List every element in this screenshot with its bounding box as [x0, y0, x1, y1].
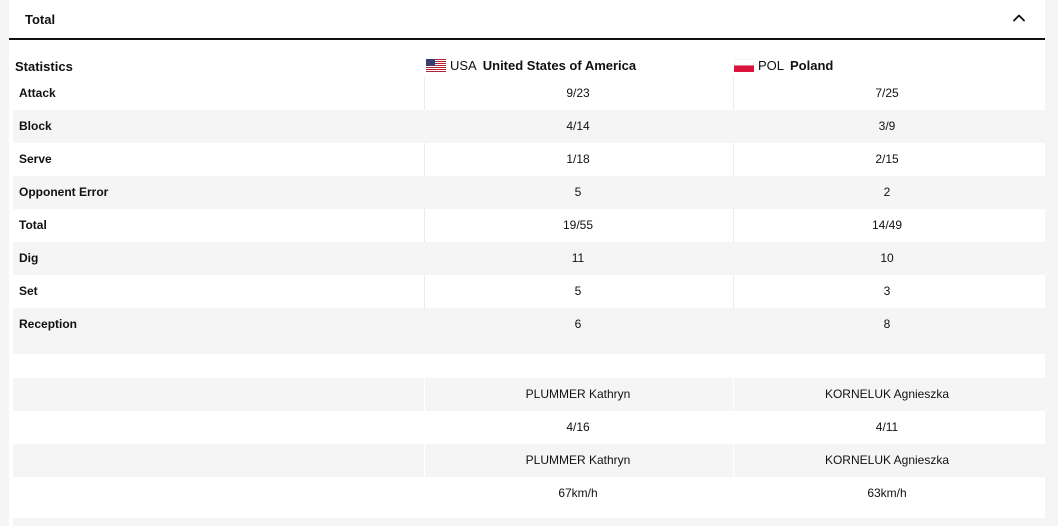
stat-label: Block [19, 119, 52, 133]
team1-player: PLUMMER Kathryn [525, 453, 631, 467]
team1-code: USA [450, 58, 477, 73]
team1-value: 4/14 [566, 119, 590, 133]
stat-label: Serve [19, 152, 52, 166]
table-row: Dig 11 10 [13, 242, 1045, 275]
poland-flag-icon [734, 59, 754, 72]
team2-value: 3/9 [878, 119, 896, 133]
team2-value: 4/11 [875, 420, 899, 434]
team2-value: 2/15 [875, 152, 899, 166]
chevron-up-icon[interactable] [1011, 10, 1027, 26]
team1-value: 19/55 [562, 218, 594, 232]
stat-label: Total [19, 218, 47, 232]
team2-value: 2 [883, 185, 891, 199]
table-row: PLUMMER Kathryn KORNELUK Agnieszka [13, 444, 1045, 477]
stats-panel: Total Statistics USA United States of Am… [9, 0, 1045, 526]
statistics-label: Statistics [15, 59, 73, 74]
leaders-table: PLUMMER Kathryn KORNELUK Agnieszka 4/16 4/… [13, 378, 1045, 510]
table-row: PLUMMER Kathryn KORNELUK Agnieszka [13, 378, 1045, 411]
stat-label: Opponent Error [19, 185, 109, 199]
team1-value: 6 [574, 317, 582, 331]
accordion-header[interactable]: Total [9, 0, 1045, 40]
table-row: Block 4/14 3/9 [13, 110, 1045, 143]
table-row: 67km/h 63km/h [13, 477, 1045, 510]
stat-label: Attack [19, 86, 56, 100]
team1-value: 5 [574, 185, 582, 199]
table-row: Attack 9/23 7/25 [13, 77, 1045, 110]
usa-flag-icon [426, 59, 446, 72]
table-row: 4/16 4/11 [13, 411, 1045, 444]
table-footer [13, 518, 1045, 526]
stat-label: Dig [19, 251, 39, 265]
teams-header: Statistics USA United States of America [9, 58, 1045, 76]
team2-value: 8 [883, 317, 891, 331]
team2-player: KORNELUK Agnieszka [824, 387, 950, 401]
team1-player: PLUMMER Kathryn [525, 387, 631, 401]
team1-value: 9/23 [566, 86, 590, 100]
table-row: Reception 6 8 [13, 308, 1045, 341]
stat-label: Reception [19, 317, 78, 331]
team1-value: 5 [574, 284, 582, 298]
team2-player: KORNELUK Agnieszka [824, 453, 950, 467]
team1-value: 67km/h [558, 486, 598, 500]
team1-name: United States of America [482, 58, 637, 73]
table-spacer [13, 341, 1045, 354]
team1-value: 4/16 [566, 420, 590, 434]
table-row: Opponent Error 5 2 [13, 176, 1045, 209]
stat-label: Set [19, 284, 38, 298]
accordion-title: Total [25, 12, 56, 27]
stats-table: Attack 9/23 7/25 Block 4/14 3/9 Serve 1/18 2/1… [13, 77, 1045, 341]
team2-value: 7/25 [875, 86, 899, 100]
team2-value: 3 [883, 284, 891, 298]
team2-code: POL [758, 58, 785, 73]
team2-name: Poland [790, 58, 834, 73]
team2-value: 10 [880, 251, 894, 265]
table-row: Set 5 3 [13, 275, 1045, 308]
team-usa: USA United States of America [426, 58, 636, 73]
team1-value: 1/18 [566, 152, 590, 166]
team1-value: 11 [571, 251, 585, 265]
team2-value: 14/49 [871, 218, 903, 232]
table-row: Serve 1/18 2/15 [13, 143, 1045, 176]
team2-value: 63km/h [867, 486, 907, 500]
team-pol: POL Poland [734, 58, 833, 73]
table-row: Total 19/55 14/49 [13, 209, 1045, 242]
